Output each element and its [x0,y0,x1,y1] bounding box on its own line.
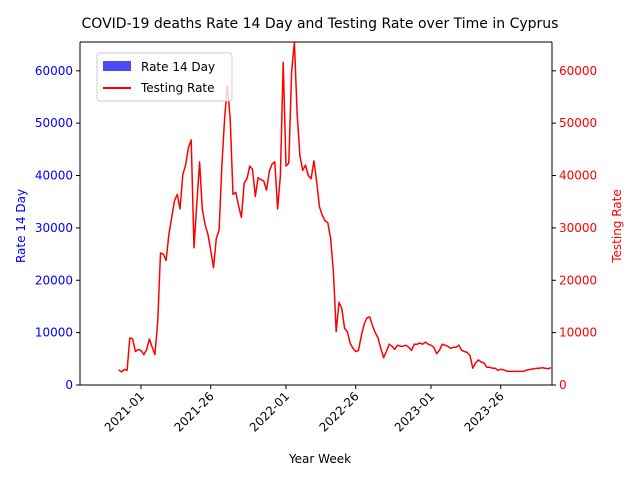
right-y-tick-label: 40000 [559,169,597,183]
right-y-tick-label: 20000 [559,273,597,287]
right-y-tick-label: 10000 [559,326,597,340]
legend-label-rate-14-day: Rate 14 Day [141,60,215,74]
left-y-tick-label: 40000 [35,169,73,183]
chart-title: COVID-19 deaths Rate 14 Day and Testing … [82,16,559,32]
left-y-tick-label: 20000 [35,273,73,287]
left-y-axis: 0 10000 20000 30000 40000 50000 60000 [35,64,80,392]
right-y-axis-label: Testing Rate [610,189,624,264]
right-y-tick-label: 50000 [559,116,597,130]
right-y-axis: 0 10000 20000 30000 40000 50000 60000 [552,64,597,392]
left-y-axis-label: Rate 14 Day [14,189,28,263]
left-y-tick-label: 50000 [35,116,73,130]
right-y-tick-label: 60000 [559,64,597,78]
legend-bar-swatch [103,61,131,71]
left-y-tick-label: 30000 [35,221,73,235]
left-y-tick-label: 60000 [35,64,73,78]
left-y-tick-label: 0 [65,378,73,392]
x-axis-label: Year Week [288,452,351,466]
plot-area [79,41,553,386]
right-y-tick-label: 0 [559,378,567,392]
left-y-tick-label: 10000 [35,326,73,340]
right-y-tick-label: 30000 [559,221,597,235]
legend: Rate 14 Day Testing Rate [96,52,233,102]
legend-label-testing-rate: Testing Rate [140,81,215,95]
series-line-testing-rate [118,41,552,373]
